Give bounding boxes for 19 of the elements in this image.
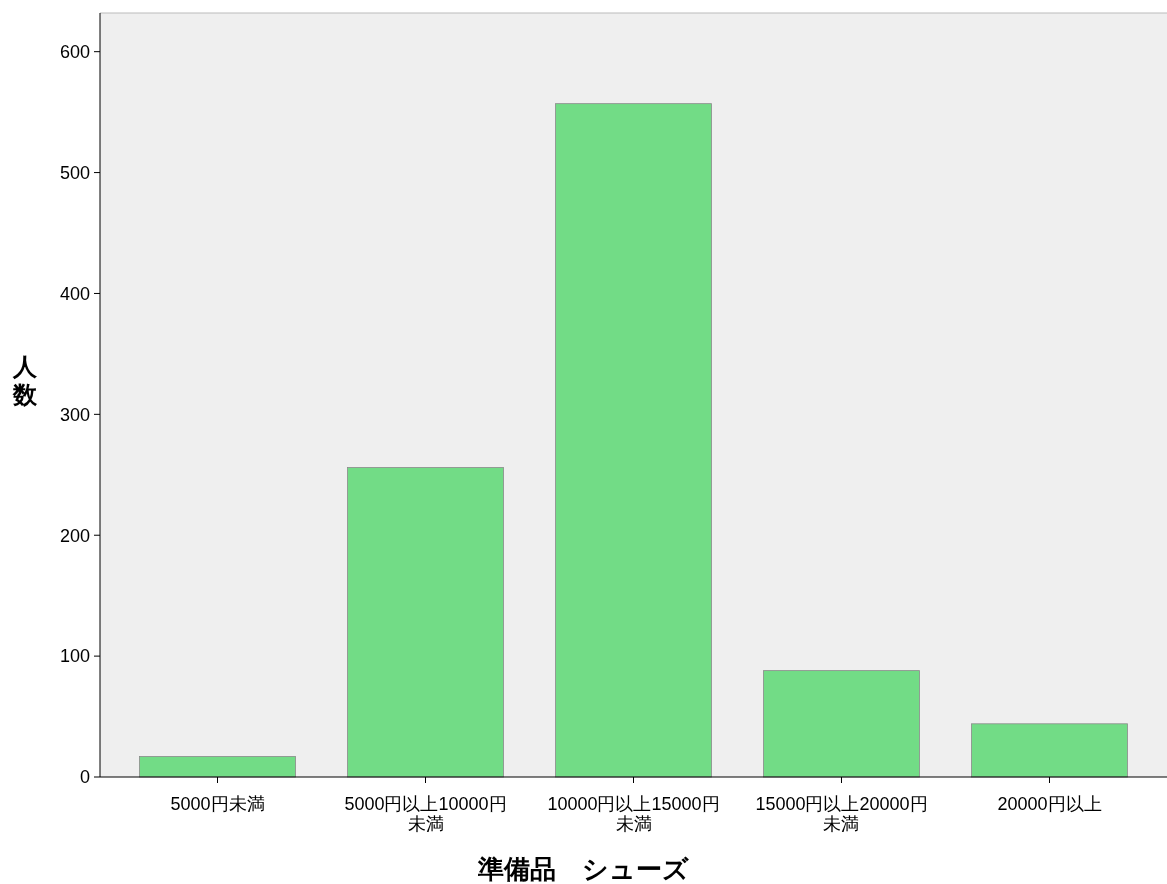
- x-tick-label: 20000円以上: [997, 794, 1102, 814]
- x-tick-label: 10000円以上15000円未満: [547, 794, 720, 834]
- bar: [763, 670, 920, 778]
- x-tick-label: 15000円以上20000円未満: [755, 794, 928, 834]
- x-axis-title: 準備品 シューズ: [477, 854, 689, 884]
- bar: [971, 723, 1128, 778]
- x-tick-label: 5000円以上10000円未満: [344, 794, 507, 834]
- y-tick-label: 400: [59, 283, 90, 304]
- y-tick-label: 600: [59, 41, 90, 62]
- bar: [139, 756, 296, 778]
- y-axis-title: 人数: [12, 353, 38, 408]
- bar: [555, 103, 712, 778]
- y-tick-label: 100: [59, 646, 90, 667]
- y-tick-label: 300: [59, 404, 90, 425]
- y-tick-label: 500: [59, 162, 90, 183]
- x-tick-label: 5000円未満: [170, 794, 265, 814]
- y-tick-label: 0: [79, 767, 90, 788]
- bar: [347, 467, 504, 778]
- y-tick-label: 200: [59, 525, 90, 546]
